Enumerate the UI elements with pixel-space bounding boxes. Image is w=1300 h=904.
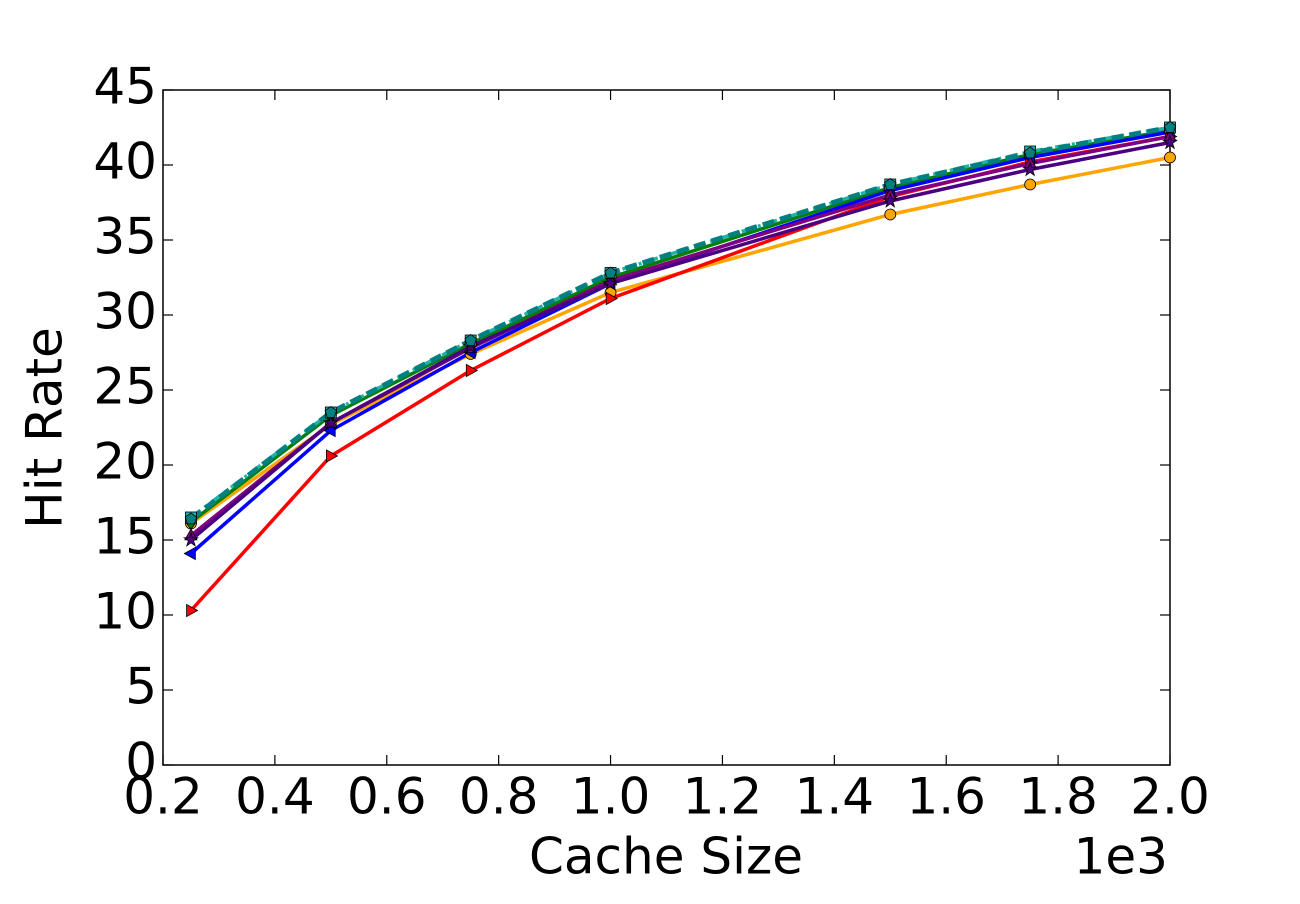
data-point bbox=[1022, 161, 1039, 177]
data-point bbox=[186, 603, 199, 618]
y-tick-label: 5 bbox=[125, 658, 157, 716]
x-tick-label: 0.6 bbox=[347, 768, 427, 826]
x-tick-label: 0.4 bbox=[235, 768, 315, 826]
plot-frame bbox=[162, 89, 1171, 766]
y-tick-label: 40 bbox=[93, 133, 157, 191]
x-tick-label: 0.2 bbox=[123, 768, 203, 826]
data-point bbox=[884, 177, 897, 190]
series-line bbox=[189, 155, 1171, 525]
x-tick-label: 1.6 bbox=[906, 768, 986, 826]
data-point bbox=[604, 266, 617, 279]
data-point bbox=[1023, 146, 1037, 159]
data-point bbox=[464, 333, 477, 346]
x-offset-label: 1e3 bbox=[1074, 828, 1168, 886]
data-point bbox=[182, 531, 199, 547]
y-tick-label: 35 bbox=[93, 208, 157, 266]
x-tick-label: 1.4 bbox=[795, 768, 875, 826]
data-point bbox=[322, 414, 339, 430]
data-point bbox=[326, 449, 339, 463]
series-line bbox=[189, 134, 1171, 612]
data-point bbox=[183, 546, 196, 561]
y-tick-label: 25 bbox=[93, 358, 157, 416]
x-tick-label: 1.0 bbox=[571, 768, 651, 826]
y-axis-label: Hit Rate bbox=[16, 327, 74, 529]
data-point bbox=[1161, 134, 1179, 150]
series-line bbox=[189, 130, 1171, 555]
y-tick-label: 45 bbox=[93, 58, 157, 116]
data-point bbox=[602, 275, 619, 291]
data-point bbox=[324, 405, 338, 418]
series-line bbox=[189, 134, 1171, 537]
data-point bbox=[184, 512, 198, 525]
data-point bbox=[1024, 178, 1037, 191]
y-tick-label: 20 bbox=[93, 433, 157, 491]
data-point bbox=[1163, 120, 1177, 133]
y-tick-label: 10 bbox=[93, 583, 157, 641]
data-point bbox=[884, 208, 897, 221]
series-line bbox=[189, 140, 1171, 542]
y-tick-label: 0 bbox=[125, 733, 157, 791]
y-tick-label: 30 bbox=[93, 283, 157, 341]
x-tick-label: 0.8 bbox=[459, 768, 539, 826]
series-line bbox=[189, 128, 1171, 524]
data-point bbox=[465, 363, 479, 378]
data-point bbox=[882, 192, 899, 208]
x-tick-label: 1.2 bbox=[683, 768, 763, 826]
x-tick-label: 1.8 bbox=[1018, 768, 1098, 826]
y-tick-label: 15 bbox=[93, 508, 157, 566]
x-tick-label: 2.0 bbox=[1130, 768, 1210, 826]
data-point bbox=[605, 291, 618, 306]
data-point bbox=[1164, 151, 1176, 164]
x-axis-label: Cache Size bbox=[529, 828, 803, 886]
